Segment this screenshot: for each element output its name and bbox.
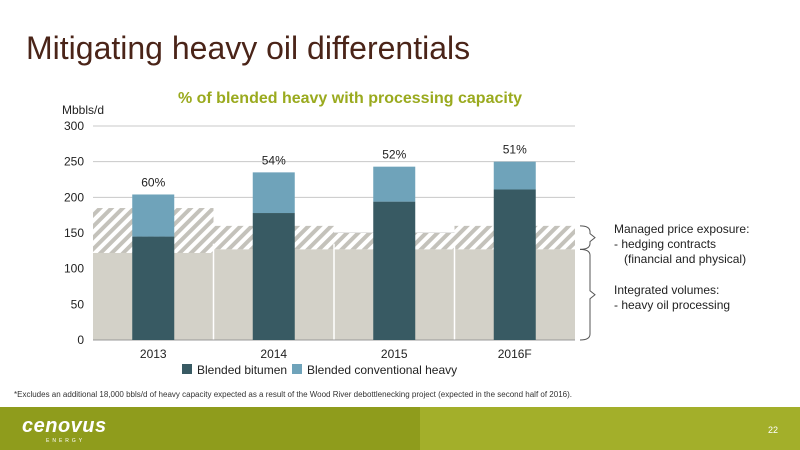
x-tick-label: 2015 — [381, 347, 408, 361]
y-axis-label: Mbbls/d — [62, 103, 104, 117]
annotation-integrated-volumes: Integrated volumes: - heavy oil processi… — [614, 283, 731, 312]
bar-blended-conventional — [373, 166, 416, 202]
y-tick-label: 0 — [77, 333, 84, 347]
percent-label: 51% — [503, 143, 527, 157]
bar-blended-bitumen — [373, 201, 416, 340]
footer-accent — [420, 407, 800, 450]
y-tick-label: 150 — [64, 226, 84, 240]
x-tick-label: 2016F — [498, 347, 532, 361]
logo-subtitle: ENERGY — [46, 438, 86, 444]
y-tick-label: 200 — [64, 190, 84, 204]
percent-label: 52% — [382, 148, 406, 162]
percent-label: 60% — [141, 175, 165, 189]
bar-blended-conventional — [132, 194, 175, 237]
y-tick-label: 300 — [64, 119, 84, 133]
footer-bar: cenovus ENERGY 22 — [0, 407, 800, 450]
chart-title: % of blended heavy with processing capac… — [177, 90, 523, 107]
legend-label: Blended conventional heavy — [307, 363, 457, 377]
legend-swatch — [292, 364, 302, 374]
y-tick-label: 100 — [64, 262, 84, 276]
slide-title: Mitigating heavy oil differentials — [26, 30, 471, 66]
bar-blended-conventional — [252, 172, 295, 214]
y-tick-label: 50 — [71, 297, 85, 311]
bar-blended-bitumen — [252, 213, 295, 340]
percent-label: 54% — [262, 153, 286, 167]
cenovus-logo: cenovus — [22, 415, 107, 437]
chart: 0 50 100 150 200 250 300 Mbbls/d 60% 2013 54% 2014 5… — [62, 103, 596, 377]
x-tick-label: 2013 — [140, 347, 167, 361]
bracket-managed-price — [579, 225, 596, 250]
y-tick-label: 250 — [64, 155, 84, 169]
footnote: *Excludes an additional 18,000 bbls/d of… — [14, 390, 572, 399]
bar-blended-bitumen — [132, 236, 175, 340]
x-tick-label: 2014 — [260, 347, 287, 361]
legend-label: Blended bitumen — [197, 363, 287, 377]
bar-blended-conventional — [493, 161, 536, 190]
legend-swatch — [182, 364, 192, 374]
page-number: 22 — [767, 425, 778, 435]
annotation-managed-price: Managed price exposure: - hedging contra… — [614, 222, 750, 266]
bar-blended-bitumen — [493, 189, 536, 340]
bracket-integrated-volumes — [579, 248, 596, 341]
